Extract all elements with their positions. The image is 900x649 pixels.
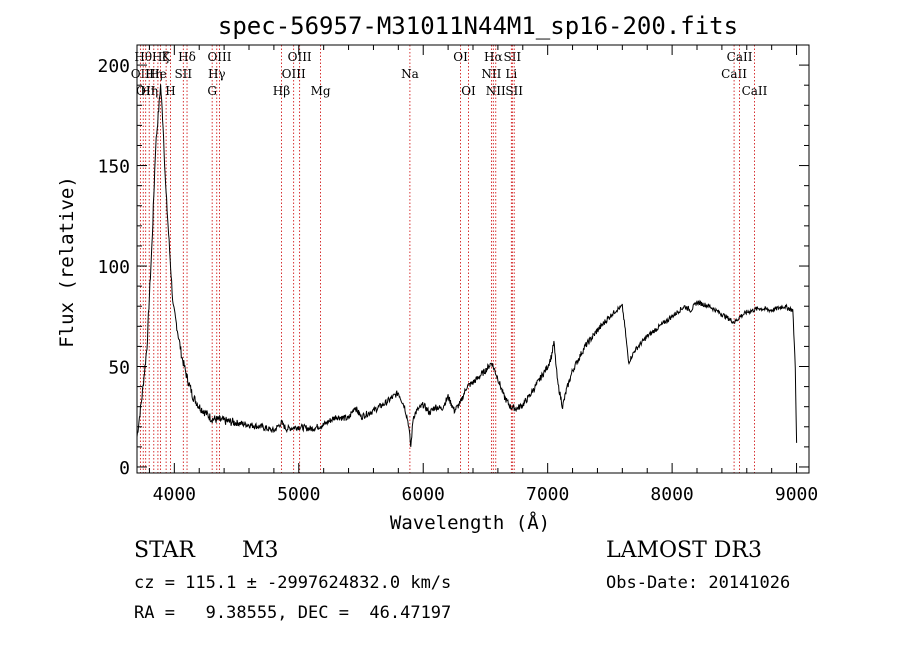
line-label-13: OIII <box>207 50 231 64</box>
x-tick-label-3: 7000 <box>526 484 569 505</box>
coordinates: RA = 9.38555, DEC = 46.47197 <box>134 603 452 623</box>
line-label-26: SII <box>505 84 523 98</box>
line-label-12: Hγ <box>208 67 226 81</box>
obs-date: Obs-Date: 20141026 <box>606 573 791 593</box>
object-subclass: M3 <box>242 538 279 563</box>
line-label-14: Hβ <box>273 84 290 98</box>
line-label-22: Hα <box>484 50 503 64</box>
line-label-19: OI <box>453 50 468 64</box>
y-axis-label: Flux (relative) <box>56 176 78 348</box>
x-tick-label-4: 8000 <box>650 484 693 505</box>
line-label-8: H <box>165 84 175 98</box>
line-label-23: NII <box>486 84 506 98</box>
x-tick-label-1: 5000 <box>277 484 320 505</box>
line-label-18: Na <box>401 67 419 81</box>
plot-frame <box>136 44 810 474</box>
line-label-24: Li <box>505 67 517 81</box>
line-label-9: SII <box>174 67 192 81</box>
y-tick-label-3: 150 <box>97 157 130 178</box>
spectral-line-markers: OIIHθOIIHηHηHeHζKHSIIHδGHγOIIIHβOIIIOIII… <box>131 45 768 473</box>
line-label-17: Mg <box>311 84 331 98</box>
line-label-5: He <box>149 67 167 81</box>
line-label-29: CaII <box>742 84 768 98</box>
line-label-15: OIII <box>282 67 306 81</box>
line-label-20: OI <box>461 84 476 98</box>
axes: 4000 5000 6000 7000 8000 9000 0 50 100 150 200 <box>97 45 818 505</box>
line-label-3: Hη <box>140 84 158 98</box>
line-label-21: NII <box>481 67 501 81</box>
line-label-1: Hθ <box>134 50 152 64</box>
x-tick-label-0: 4000 <box>153 484 196 505</box>
x-tick-label-2: 6000 <box>402 484 445 505</box>
line-label-11: G <box>207 84 217 98</box>
x-tick-label-5: 9000 <box>775 484 818 505</box>
line-label-28: CaII <box>727 50 753 64</box>
y-tick-label-4: 200 <box>97 56 130 77</box>
x-axis-label: Wavelength (Å) <box>390 511 550 534</box>
line-label-16: OIII <box>288 50 312 64</box>
line-label-10: Hδ <box>178 50 196 64</box>
line-label-27: CaII <box>721 67 747 81</box>
y-tick-label-2: 100 <box>97 257 130 278</box>
spectrum-line <box>136 84 798 447</box>
y-tick-label-1: 50 <box>108 358 130 379</box>
y-tick-label-0: 0 <box>119 458 130 479</box>
chart-title: spec-56957-M31011N44M1_sp16-200.fits <box>218 12 738 40</box>
line-label-25: SII <box>503 50 521 64</box>
object-class: STAR <box>134 538 195 563</box>
survey-name: LAMOST DR3 <box>606 538 762 563</box>
line-label-7: K <box>162 50 172 64</box>
line-label-6: Hζ <box>152 50 169 64</box>
line-label-2: OII <box>136 84 156 98</box>
redshift-text: cz = 115.1 ± -2997624832.0 km/s <box>134 573 452 593</box>
